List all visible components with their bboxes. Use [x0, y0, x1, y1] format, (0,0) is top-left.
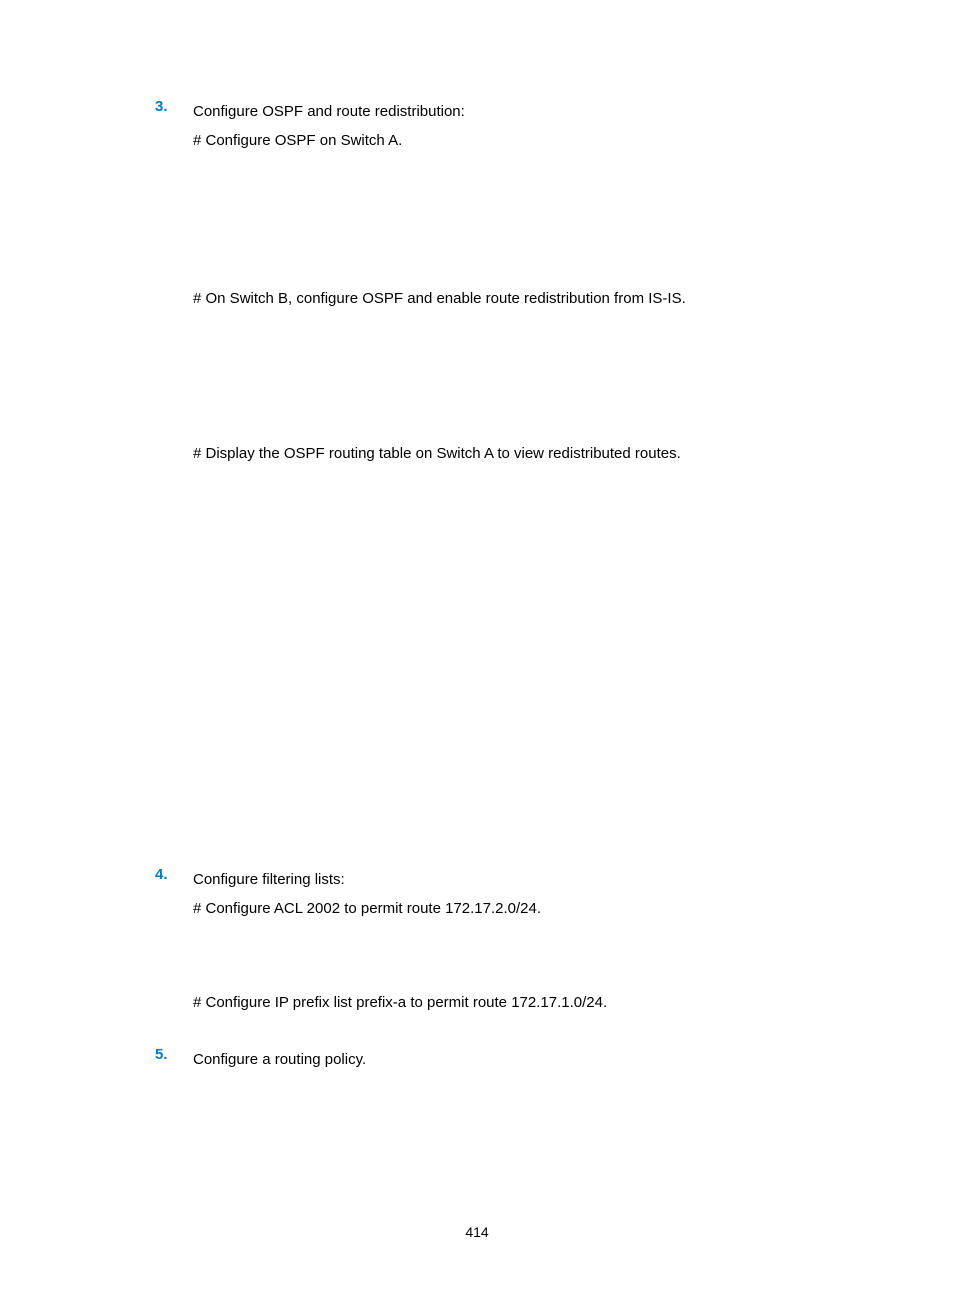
list-first-line: Configure filtering lists:: [193, 866, 854, 895]
list-item-4: 4. Configure filtering lists: # Configur…: [155, 866, 854, 1038]
code-placeholder: [193, 1018, 854, 1038]
paragraph: # Display the OSPF routing table on Swit…: [193, 440, 854, 469]
list-first-line: Configure OSPF and route redistribution:: [193, 98, 854, 127]
list-number: 3.: [155, 98, 168, 115]
output-placeholder: [193, 468, 854, 858]
list-first-line: Configure a routing policy.: [193, 1046, 854, 1075]
list-item-5: 5. Configure a routing policy.: [155, 1046, 854, 1075]
code-placeholder: [193, 155, 854, 285]
list-item-3: 3. Configure OSPF and route redistributi…: [155, 98, 854, 858]
list-body: Configure OSPF and route redistribution:…: [193, 98, 854, 858]
list-number: 4.: [155, 866, 168, 883]
list-body: Configure a routing policy.: [193, 1046, 854, 1075]
list-number: 5.: [155, 1046, 168, 1063]
code-placeholder: [193, 314, 854, 440]
document-page: 3. Configure OSPF and route redistributi…: [0, 0, 954, 1296]
page-number: 414: [0, 1224, 954, 1240]
paragraph: # Configure IP prefix list prefix-a to p…: [193, 989, 854, 1018]
code-placeholder: [193, 923, 854, 989]
paragraph: # Configure ACL 2002 to permit route 172…: [193, 895, 854, 924]
paragraph: # On Switch B, configure OSPF and enable…: [193, 285, 854, 314]
paragraph: # Configure OSPF on Switch A.: [193, 127, 854, 156]
list-body: Configure filtering lists: # Configure A…: [193, 866, 854, 1038]
